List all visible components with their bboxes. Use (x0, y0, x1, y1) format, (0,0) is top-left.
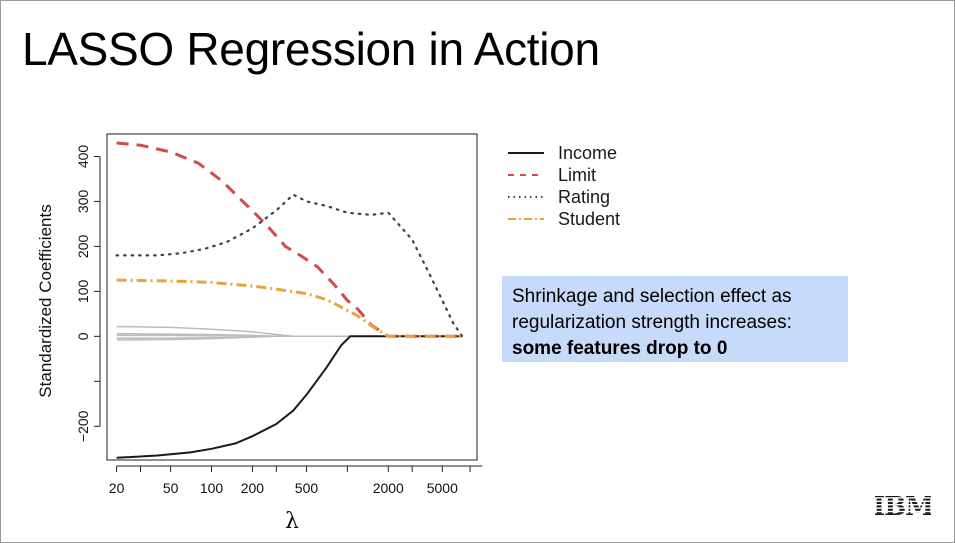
legend-entry-student: Student (506, 208, 620, 230)
y-axis-label: Standardized Coefficients (36, 204, 55, 397)
legend-entry-limit: Limit (506, 164, 620, 186)
plot-frame (106, 133, 478, 461)
y-tick-label: 0 (75, 332, 91, 340)
x-tick-label: 50 (163, 480, 179, 496)
legend-swatch-income (508, 152, 544, 154)
y-tick-label: 200 (75, 235, 91, 259)
legend-label-income: Income (558, 142, 618, 163)
callout-line-2: regularization strength increases: (512, 312, 792, 333)
legend-label-rating: Rating (558, 186, 611, 207)
ibm-logo-stripes (875, 497, 931, 513)
x-axis: 20 50 100 200 500 2000 5000 (109, 465, 483, 496)
series-line-income (116, 335, 463, 459)
legend-swatch-student (508, 218, 544, 220)
x-tick-label: 5000 (427, 480, 458, 496)
series-line-rating (115, 193, 464, 338)
legend-swatch-rating (508, 196, 544, 198)
y-tick-label: 300 (75, 190, 91, 214)
slide-title: LASSO Regression in Action (22, 23, 600, 75)
y-tick-label: 400 (75, 145, 91, 169)
x-tick-label: 20 (109, 480, 125, 496)
y-tick-label: −200 (75, 410, 91, 442)
series-line-limit (116, 141, 463, 338)
callout-bold-line: some features drop to 0 (512, 338, 728, 359)
series-line-student (116, 278, 463, 338)
legend-entry-rating: Rating (506, 186, 620, 208)
callout-line-1: Shrinkage and selection effect as (512, 286, 792, 307)
x-tick-label: 200 (241, 480, 265, 496)
x-tick-label: 2000 (373, 480, 404, 496)
series-layer (115, 141, 464, 459)
ibm-logo: IBM (875, 494, 931, 518)
y-tick-label: 100 (75, 280, 91, 304)
x-axis-label: λ (285, 509, 299, 534)
y-axis: −200 0 100 200 300 400 (75, 145, 101, 442)
x-tick-label: 100 (200, 480, 224, 496)
legend-label-limit: Limit (558, 164, 597, 185)
x-tick-label: 500 (295, 480, 319, 496)
legend-label-student: Student (558, 208, 621, 229)
legend-swatch-limit (508, 174, 544, 176)
chart-legend: Income Limit Rating Student (506, 142, 620, 230)
legend-entry-income: Income (506, 142, 620, 164)
callout-box: Shrinkage and selection effect as regula… (502, 276, 848, 362)
series-line-unlabeled-8 (116, 334, 463, 338)
